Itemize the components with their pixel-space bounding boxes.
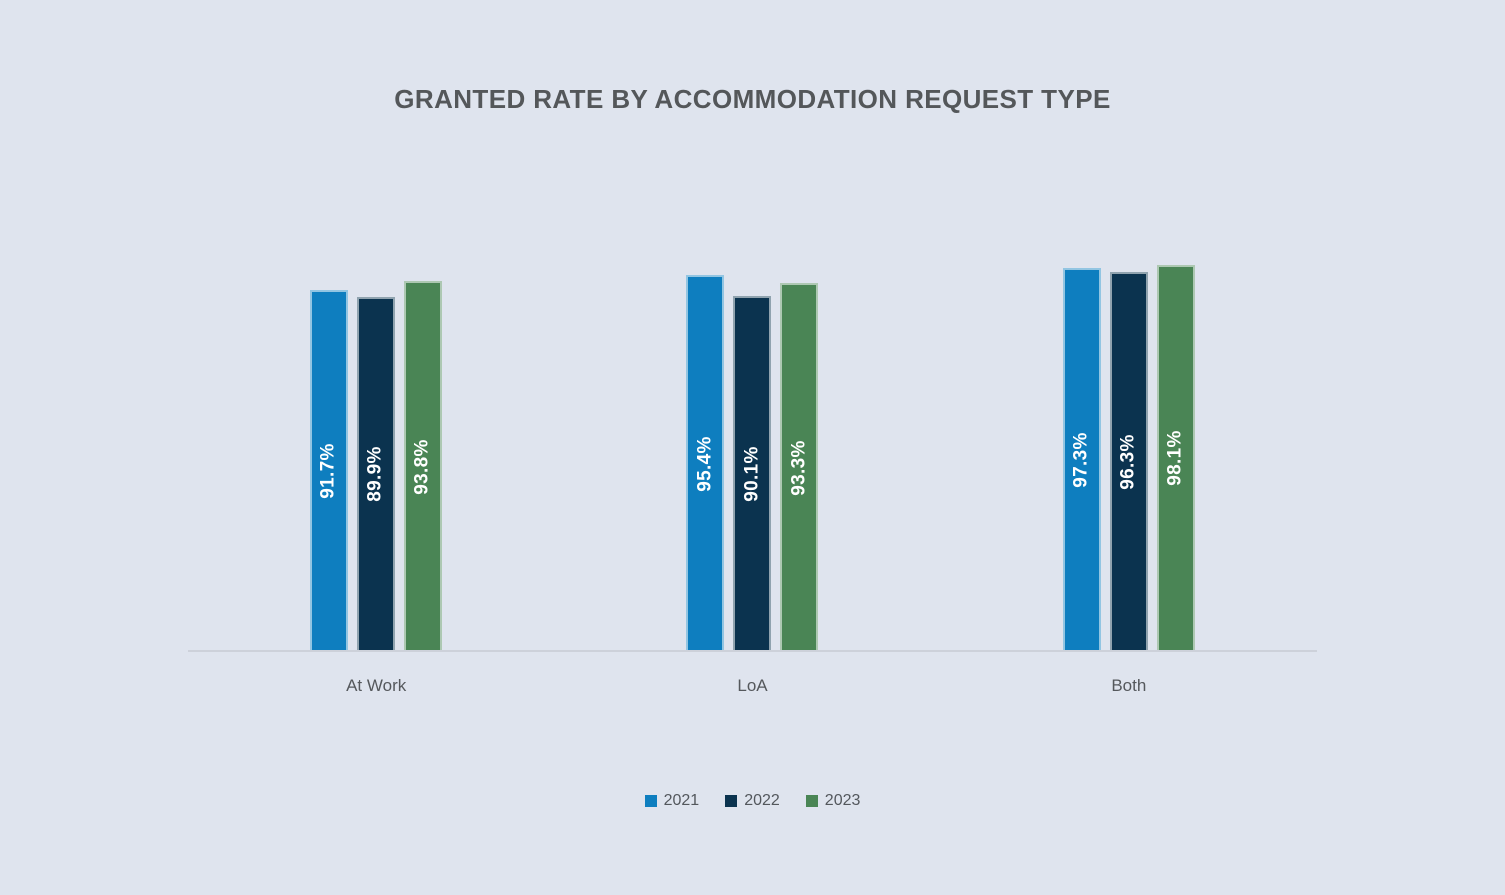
- bar-value-label-2023-at-work: 93.8%: [412, 439, 434, 495]
- bar-value-label-2021-both: 97.3%: [1070, 432, 1092, 488]
- bar-2021-both: 97.3%: [1062, 267, 1101, 650]
- bar-value-label-2021-loa: 95.4%: [694, 435, 716, 492]
- bar-value-label-2022-loa: 90.1%: [741, 446, 763, 502]
- bar-value-label-2022-at-work: 89.9%: [365, 446, 387, 503]
- bar-value-label-2023-both: 98.1%: [1164, 430, 1186, 486]
- x-axis: At Work LoA Both: [188, 676, 1317, 696]
- bar-group-both: 97.3% 96.3% 98.1%: [941, 259, 1317, 650]
- legend-swatch-2023-icon: [805, 795, 818, 807]
- bar-value-label-2023-loa: 93.3%: [788, 439, 810, 496]
- chart-title: GRANTED RATE BY ACCOMMODATION REQUEST TY…: [394, 84, 1111, 114]
- bar-2021-at-work: 91.7%: [310, 289, 349, 650]
- legend-item-2023: 2023: [805, 792, 861, 810]
- bar-2023-both: 98.1%: [1156, 264, 1195, 650]
- legend-item-2022: 2022: [725, 792, 780, 810]
- bar-2022-both: 96.3%: [1109, 271, 1148, 650]
- bar-2022-at-work: 89.9%: [357, 296, 396, 650]
- legend: 2021 2022 2023: [0, 792, 1505, 810]
- legend-label-2023: 2023: [824, 792, 861, 809]
- legend-swatch-2022-icon: [725, 795, 738, 807]
- bar-value-label-2022-both: 96.3%: [1117, 434, 1139, 490]
- legend-label-2022: 2022: [744, 792, 780, 809]
- bar-2023-loa: 93.3%: [780, 283, 819, 650]
- bar-group-loa: 95.4% 90.1% 93.3%: [564, 259, 940, 650]
- legend-swatch-2021-icon: [644, 795, 657, 807]
- legend-label-2021: 2021: [663, 792, 700, 809]
- bar-2023-at-work: 93.8%: [404, 281, 443, 650]
- bar-2021-loa: 95.4%: [686, 275, 725, 650]
- plot-area: 91.7% 89.9% 93.8% 95.4% 90.1% 93.3% 97.3% 96.3%…: [188, 259, 1317, 652]
- bar-2022-loa: 90.1%: [733, 295, 772, 650]
- bar-value-label-2021-at-work: 91.7%: [318, 443, 340, 499]
- legend-item-2021: 2021: [644, 792, 700, 810]
- category-label-both: Both: [1111, 676, 1147, 695]
- category-label-at-work: At Work: [346, 676, 407, 695]
- category-label-loa: LoA: [737, 676, 768, 695]
- bar-group-at-work: 91.7% 89.9% 93.8%: [188, 259, 564, 650]
